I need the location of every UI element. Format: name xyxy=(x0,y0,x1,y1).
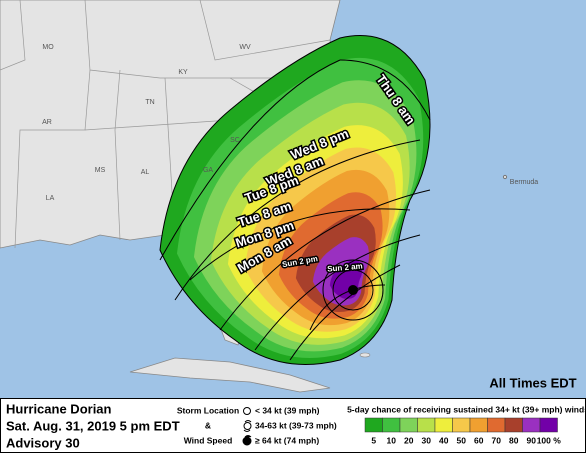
icon-storm xyxy=(243,420,252,432)
wind-class: < 34 kt (39 mph) xyxy=(255,405,320,415)
place-label: GA xyxy=(203,167,213,174)
advisory-number: Advisory 30 xyxy=(6,435,80,450)
scale-swatch xyxy=(539,417,558,433)
storm-name: Hurricane Dorian xyxy=(6,401,112,416)
scale-swatch xyxy=(382,417,401,433)
forecast-track-lines xyxy=(159,59,431,361)
scale-label: 5 xyxy=(371,435,376,445)
advisory-time: Sat. Aug. 31, 2019 5 pm EDT xyxy=(6,418,180,433)
scale-swatch xyxy=(522,417,541,433)
scale-swatch xyxy=(469,417,488,433)
bermuda-island xyxy=(502,174,508,180)
color-scale: 5 10 20 30 40 50 60 70 80 90 100 % xyxy=(364,417,562,445)
storm-location xyxy=(348,285,358,295)
scale-label: 90 xyxy=(527,435,537,445)
place-label: SC xyxy=(230,137,240,144)
scale-label: 100 % xyxy=(537,435,562,445)
storm-rings xyxy=(322,259,384,321)
scale-label: 30 xyxy=(422,435,432,445)
icon-depression xyxy=(243,407,251,415)
icon-hurricane xyxy=(242,435,252,446)
scale-swatch xyxy=(487,417,506,433)
wind-class: 34-63 kt (39-73 mph) xyxy=(255,420,337,430)
scale-title: 5-day chance of receiving sustained 34+ … xyxy=(347,404,586,414)
wind-class: ≥ 64 kt (74 mph) xyxy=(255,435,319,445)
place-label: TN xyxy=(145,99,154,106)
scale-label: 60 xyxy=(474,435,484,445)
time-zone-note: All Times EDT xyxy=(489,375,576,390)
legend-label: Wind Speed xyxy=(184,435,233,445)
scale-label: 20 xyxy=(404,435,414,445)
scale-swatch xyxy=(364,417,383,433)
place-label: AL xyxy=(141,169,150,176)
scale-swatch xyxy=(434,417,453,433)
place-label: AR xyxy=(42,119,52,126)
place-label: MO xyxy=(42,44,54,51)
place-label: LA xyxy=(46,195,55,202)
scale-label: 50 xyxy=(457,435,467,445)
cuba xyxy=(129,357,331,393)
place-label: MS xyxy=(95,167,106,174)
scale-swatch xyxy=(452,417,471,433)
scale-swatch xyxy=(417,417,436,433)
scale-swatch xyxy=(504,417,523,433)
place-label: KY xyxy=(178,69,188,76)
scale-label: 10 xyxy=(387,435,397,445)
place-label: WV xyxy=(239,44,251,51)
probability-cone xyxy=(159,35,431,365)
place-label: Bermuda xyxy=(510,179,539,186)
scale-label: 80 xyxy=(509,435,519,445)
scale-label: 70 xyxy=(492,435,502,445)
legend-label: & xyxy=(205,420,211,430)
scale-swatch xyxy=(399,417,418,433)
scale-label: 40 xyxy=(439,435,449,445)
legend-label: Storm Location xyxy=(177,405,239,415)
